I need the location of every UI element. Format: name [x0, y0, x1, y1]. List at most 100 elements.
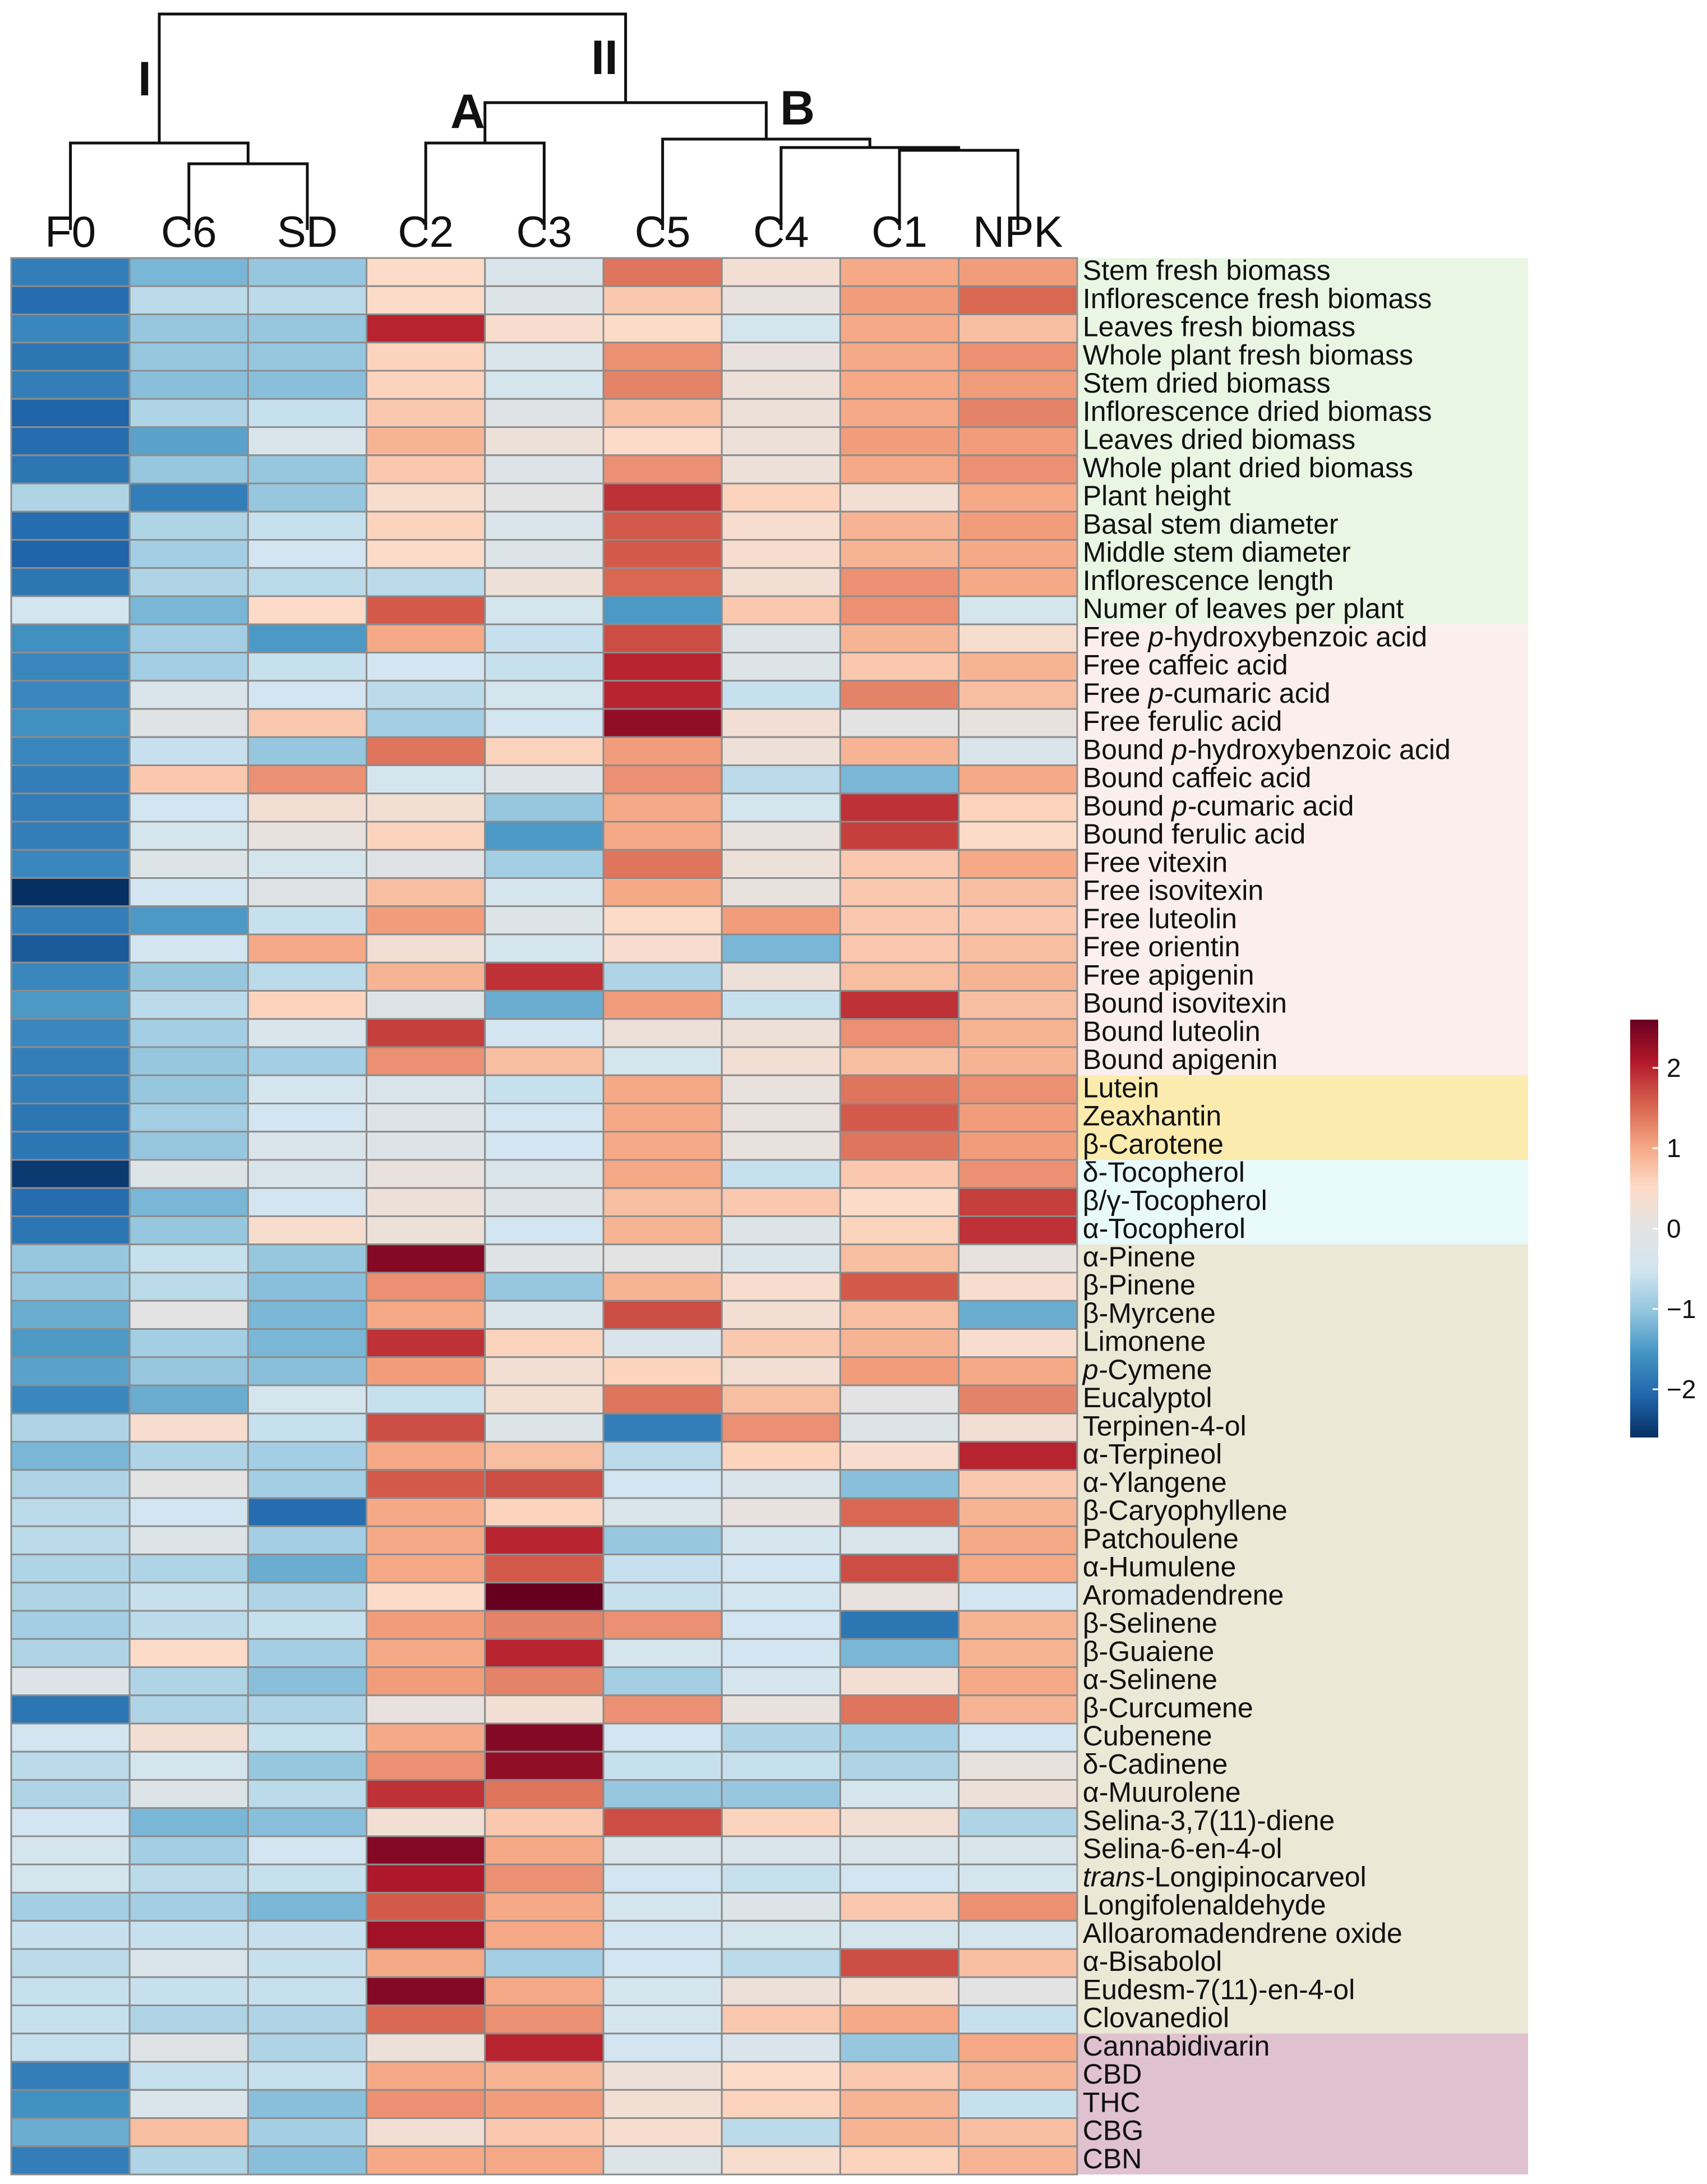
cell-terpinen-4-ol-npk	[958, 1412, 1078, 1443]
cell-bound-apigenin-c6	[128, 1046, 249, 1076]
cell-selina-6-en-4-ol-c1	[839, 1835, 960, 1865]
cell-inflorescence-dried-biomass-c4	[721, 398, 841, 428]
group-band-biomass	[1077, 258, 1528, 625]
cell-inflorescence-fresh-biomass-c1	[839, 285, 960, 315]
cell-thc-c4	[721, 2089, 841, 2119]
cell-bound-p-hydroxybenzoic-acid-c3	[484, 736, 605, 766]
cell-plant-height-c3	[484, 482, 605, 513]
cell-eudesm-7-11-en-4-ol-sd	[247, 1976, 368, 2006]
row-label-aromadendrene: Aromadendrene	[1083, 1579, 1284, 1611]
row-label-eudesm-7-11-en-4-ol: Eudesm-7(11)-en-4-ol	[1083, 1974, 1355, 2005]
cell-longifolenaldehyde-c1	[839, 1892, 960, 1922]
cell-bound-isovitexin-c6	[128, 990, 249, 1020]
row-label-free-p-cumaric-acid: Free p-cumaric acid	[1083, 678, 1331, 709]
cell-cbn-c1	[839, 2145, 960, 2176]
row-label-cadinene: δ-Cadinene	[1083, 1748, 1228, 1780]
cell-tocopherol-sd	[247, 1159, 368, 1189]
row-label-ylangene: α-Ylangene	[1083, 1467, 1227, 1498]
column-label-c2: C2	[398, 207, 454, 256]
cell-clovanediol-c3	[484, 2005, 605, 2035]
cell-middle-stem-diameter-c1	[839, 539, 960, 569]
cell-tocopherol-sd	[247, 1187, 368, 1217]
cell-whole-plant-dried-biomass-c3	[484, 454, 605, 485]
cell-p-cymene-c1	[839, 1356, 960, 1386]
cell-ylangene-c5	[602, 1469, 723, 1499]
cell-tocopherol-c5	[602, 1159, 723, 1189]
cell-middle-stem-diameter-npk	[958, 539, 1078, 569]
cell-bisabolol-c5	[602, 1948, 723, 1978]
cell-curcumene-c6	[128, 1694, 249, 1725]
cell-terpinen-4-ol-c3	[484, 1412, 605, 1443]
cell-bound-caffeic-acid-c3	[484, 764, 605, 795]
cell-inflorescence-fresh-biomass-c2	[366, 285, 486, 315]
cell-free-luteolin-c5	[602, 905, 723, 936]
row-label-free-luteolin: Free luteolin	[1083, 903, 1237, 934]
cell-selinene-c6	[128, 1666, 249, 1697]
cell-p-cymene-sd	[247, 1356, 368, 1386]
legend-tick-label: 1	[1667, 1134, 1681, 1163]
cell-eucalyptol-c6	[128, 1384, 249, 1414]
row-label-longifolenaldehyde: Longifolenaldehyde	[1083, 1890, 1326, 1921]
cell-inflorescence-length-c4	[721, 567, 841, 597]
cell-free-caffeic-acid-c5	[602, 652, 723, 682]
cell-cubenene-c6	[128, 1722, 249, 1753]
cell-pinene-c6	[128, 1243, 249, 1274]
cell-muurolene-c6	[128, 1779, 249, 1809]
cell-tocopherol-c5	[602, 1215, 723, 1246]
cell-bound-p-hydroxybenzoic-acid-c5	[602, 736, 723, 766]
cell-free-apigenin-c5	[602, 961, 723, 992]
cell-free-apigenin-c2	[366, 961, 486, 992]
cell-inflorescence-length-c3	[484, 567, 605, 597]
cell-free-p-hydroxybenzoic-acid-c2	[366, 623, 486, 653]
cell-basal-stem-diameter-c1	[839, 510, 960, 541]
cell-curcumene-c3	[484, 1694, 605, 1725]
cell-leaves-dried-biomass-c1	[839, 426, 960, 457]
cell-free-isovitexin-c2	[366, 877, 486, 907]
cell-cannabidivarin-c4	[721, 2033, 841, 2063]
cell-curcumene-npk	[958, 1694, 1078, 1725]
cell-pinene-c4	[721, 1271, 841, 1302]
cell-leaves-dried-biomass-f0	[10, 426, 131, 457]
cell-thc-sd	[247, 2089, 368, 2119]
cell-bound-apigenin-c2	[366, 1046, 486, 1076]
cell-cbd-c4	[721, 2061, 841, 2091]
cell-thc-c2	[366, 2089, 486, 2119]
cell-bound-isovitexin-c2	[366, 990, 486, 1020]
row-label-tocopherol: β/γ-Tocopherol	[1083, 1185, 1267, 1216]
cell-whole-plant-dried-biomass-c4	[721, 454, 841, 485]
row-label-terpineol: α-Terpineol	[1083, 1439, 1222, 1470]
cell-limonene-c6	[128, 1328, 249, 1358]
cell-carotene-c1	[839, 1131, 960, 1161]
cell-terpineol-c6	[128, 1441, 249, 1471]
cell-longifolenaldehyde-c4	[721, 1892, 841, 1922]
cell-guaiene-c2	[366, 1638, 486, 1668]
cell-bound-luteolin-npk	[958, 1018, 1078, 1048]
cell-cbd-f0	[10, 2061, 131, 2091]
cell-bound-isovitexin-c3	[484, 990, 605, 1020]
cell-zeaxhantin-c6	[128, 1103, 249, 1133]
cell-terpineol-c2	[366, 1441, 486, 1471]
cell-myrcene-c1	[839, 1300, 960, 1330]
cell-selinene-c1	[839, 1666, 960, 1697]
cell-middle-stem-diameter-c6	[128, 539, 249, 569]
cell-bound-luteolin-c4	[721, 1018, 841, 1048]
cell-trans-longipinocarveol-c4	[721, 1863, 841, 1893]
cell-free-isovitexin-c4	[721, 877, 841, 907]
cell-carotene-npk	[958, 1131, 1078, 1161]
cell-selinene-npk	[958, 1610, 1078, 1640]
cell-cbn-f0	[10, 2145, 131, 2176]
cell-bound-apigenin-sd	[247, 1046, 368, 1076]
cell-leaves-fresh-biomass-c3	[484, 314, 605, 344]
cell-bound-caffeic-acid-c6	[128, 764, 249, 795]
legend-tick-label: −2	[1667, 1375, 1696, 1404]
cell-ylangene-c3	[484, 1469, 605, 1499]
cell-bisabolol-c4	[721, 1948, 841, 1978]
cell-terpinen-4-ol-f0	[10, 1412, 131, 1443]
cell-inflorescence-fresh-biomass-npk	[958, 285, 1078, 315]
cell-numer-of-leaves-per-plant-f0	[10, 595, 131, 625]
legend-tick-label: 0	[1667, 1214, 1681, 1243]
cell-inflorescence-dried-biomass-c6	[128, 398, 249, 428]
cell-cbg-npk	[958, 2117, 1078, 2148]
row-label-cbg: CBG	[1083, 2115, 1143, 2146]
